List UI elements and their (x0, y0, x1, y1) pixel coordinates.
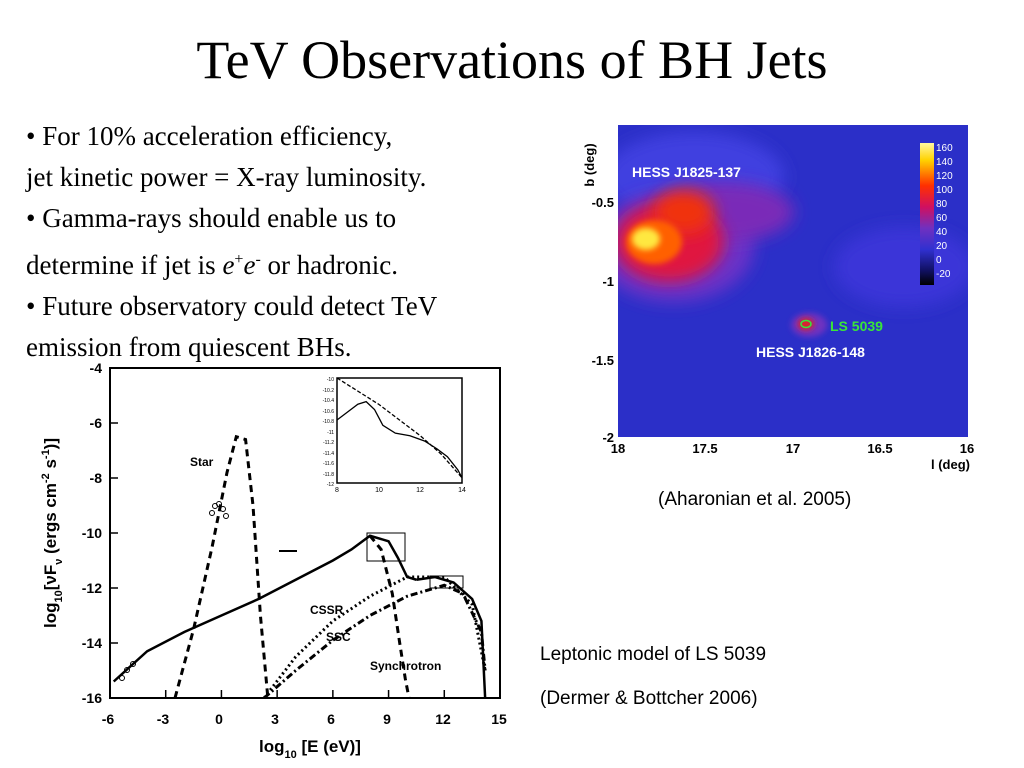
inset-y-tick: -11.6 (323, 461, 334, 467)
y-tick: -8 (90, 470, 103, 486)
colorbar-tick: 80 (936, 199, 948, 210)
sed-plot: -6 -3 0 3 6 9 12 15 -4 -6 -8 -10 -12 -14… (40, 360, 507, 761)
y-tick: -0.5 (592, 195, 614, 210)
y-axis-label: log10[νFν (ergs cm-2 s-1)] (40, 438, 65, 628)
slide-title: TeV Observations of BH Jets (196, 30, 828, 90)
inset-frame (336, 377, 463, 484)
series-line-solid (112, 534, 417, 683)
radio-point (124, 667, 130, 673)
y-tick: -16 (82, 690, 102, 706)
observation-markers (119, 501, 464, 681)
y-tick: -4 (90, 360, 103, 376)
inset-series-line-dashed (336, 377, 463, 479)
annotation-hess-j1825: HESS J1825-137 (632, 164, 741, 180)
y-tick: -1 (602, 274, 614, 289)
inset-y-tick: -10.6 (323, 409, 335, 415)
caption-model-1: Leptonic model of LS 5039 (540, 644, 767, 665)
x-tick: 16 (960, 441, 974, 456)
bullet-line: • Future observatory could detect TeV (26, 291, 438, 321)
x-tick: 16.5 (867, 441, 892, 456)
x-tick: 15 (491, 711, 507, 727)
optical-point (220, 506, 226, 512)
tev-box (429, 575, 464, 589)
bullet-line: determine if jet is e+e- or hadronic. (26, 250, 398, 280)
series-line-solid (416, 575, 487, 699)
inset-y-tick: -11.8 (323, 472, 334, 478)
bullet-line: • For 10% acceleration efficiency, (26, 121, 393, 151)
inset-y-tick: -11.4 (323, 451, 334, 457)
colorbar-tick: 60 (936, 213, 948, 224)
caption-model-2: (Dermer & Bottcher 2006) (540, 688, 758, 709)
annotation-hess-j1826: HESS J1826-148 (756, 344, 865, 360)
x-tick: 17 (786, 441, 800, 456)
series-line-dashed (173, 434, 270, 699)
x-tick: 3 (271, 711, 279, 727)
inset-y-tick: -11 (327, 430, 334, 436)
inset-y-tick: -10.8 (323, 419, 335, 425)
colorbar-tick: 100 (936, 185, 953, 196)
y-axis-label: b (deg) (582, 143, 597, 186)
x-tick: 9 (383, 711, 391, 727)
inset-y-tick: -10 (327, 377, 334, 383)
tick-marks (109, 367, 501, 699)
annotation-ssc: SSC (326, 630, 351, 644)
series-line-dashed (368, 534, 411, 699)
inset-y-tick: -10.2 (323, 388, 335, 394)
x-tick: 12 (435, 711, 451, 727)
x-tick: 18 (611, 441, 625, 456)
bullet-line: jet kinetic power = X-ray luminosity. (26, 162, 427, 192)
x-axis-label: log10 [E (eV)] (259, 737, 361, 761)
y-tick: -14 (82, 635, 102, 651)
x-tick: 6 (327, 711, 335, 727)
x-tick: 0 (215, 711, 223, 727)
annotation-ls5039: LS 5039 (830, 318, 883, 334)
caption-hess: (Aharonian et al. 2005) (658, 489, 852, 510)
y-tick: -12 (82, 580, 102, 596)
x-axis-label: l (deg) (931, 457, 970, 472)
hess-skymap: 160 140 120 100 80 60 40 20 0 -20 HESS J… (582, 125, 974, 472)
x-tick: -3 (157, 711, 170, 727)
radio-point (119, 675, 125, 681)
inset-series (336, 377, 463, 479)
inset-x-tick: 12 (416, 487, 424, 494)
colorbar-tick: 120 (936, 171, 953, 182)
bullet-list: • For 10% acceleration efficiency, jet k… (26, 116, 556, 368)
optical-point (209, 510, 215, 516)
inset-y-tick: -10.4 (323, 398, 335, 404)
y-tick: -1.5 (592, 353, 614, 368)
emission-regions (618, 132, 968, 337)
x-tick: -6 (102, 711, 115, 727)
y-tick: -10 (82, 525, 102, 541)
inset-y-tick: -12 (327, 482, 334, 488)
xray-box (366, 532, 406, 562)
annotation-cssr: CSSR (310, 603, 344, 617)
colorbar-tick: 140 (936, 157, 953, 168)
series-line-dotted (262, 575, 487, 699)
colorbar-tick: 40 (936, 227, 948, 238)
inset-series-line-solid (336, 400, 463, 479)
bullet-line: • Gamma-rays should enable us to (26, 203, 397, 233)
annotation-synchrotron: Synchrotron (370, 659, 441, 673)
inset-x-tick: 14 (458, 487, 466, 494)
colorbar (920, 143, 934, 285)
radio-point (130, 661, 136, 667)
inset-x-tick: 10 (375, 487, 383, 494)
colorbar-tick: 0 (936, 255, 942, 266)
colorbar-tick: -20 (936, 269, 951, 280)
inset-x-tick: 8 (335, 487, 339, 494)
colorbar-tick: 160 (936, 143, 953, 154)
colorbar-tick: 20 (936, 241, 948, 252)
series-line-dashdot (263, 583, 487, 700)
series-lines (112, 434, 487, 700)
y-tick: -6 (90, 415, 103, 431)
bullet-line: emission from quiescent BHs. (26, 332, 352, 362)
optical-point (216, 501, 222, 507)
inset-plot: 8 10 12 14 -10 -10.2 -10.4 -10.6 -10.8 -… (323, 377, 466, 494)
inset-y-tick: -11.2 (323, 440, 334, 446)
optical-point (223, 513, 229, 519)
y-tick: -2 (602, 430, 614, 445)
annotation-star: Star (190, 455, 214, 469)
x-tick: 17.5 (692, 441, 717, 456)
